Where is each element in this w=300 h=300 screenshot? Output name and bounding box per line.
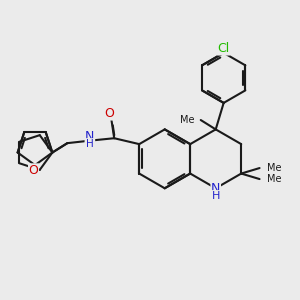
Text: Cl: Cl xyxy=(218,42,230,55)
Text: H: H xyxy=(86,139,94,149)
Text: Me: Me xyxy=(267,163,281,173)
Text: N: N xyxy=(211,182,220,195)
Text: Me: Me xyxy=(267,174,281,184)
Text: O: O xyxy=(28,164,38,177)
Text: N: N xyxy=(85,130,94,143)
Text: O: O xyxy=(105,107,115,120)
Text: H: H xyxy=(212,190,220,201)
Text: Me: Me xyxy=(180,115,194,125)
